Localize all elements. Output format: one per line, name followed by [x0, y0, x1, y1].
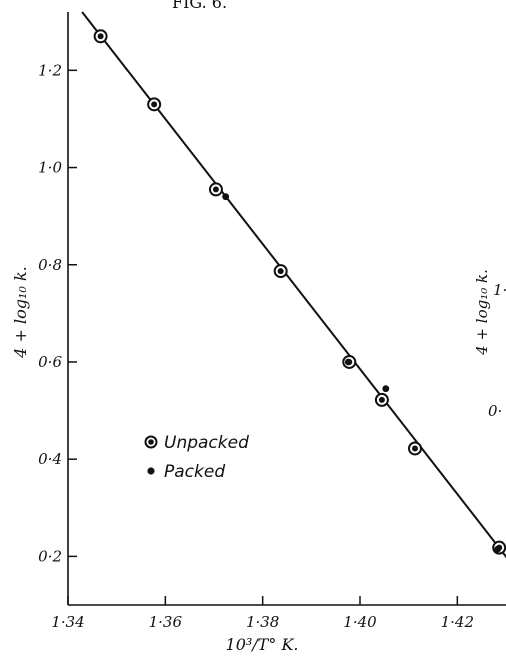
unpacked-point-center [411, 445, 418, 452]
y-tick-label: 0·2 [38, 547, 62, 565]
fit-line [81, 11, 506, 559]
x-tick-label: 1·42 [441, 613, 474, 631]
packed-point [494, 545, 502, 553]
x-axis-label: 10³/T° K. [226, 635, 299, 654]
unpacked-point-center [151, 101, 158, 108]
x-tick-label: 1·34 [51, 613, 84, 631]
packed-point [222, 193, 230, 201]
x-tick-label: 1·36 [149, 613, 183, 631]
packed-point [344, 358, 352, 366]
adjacent-panel-tick-1: 1·0 [493, 281, 506, 299]
unpacked-point-center [212, 186, 219, 193]
y-tick-label: 1·2 [38, 61, 62, 79]
unpacked-point-center [277, 268, 284, 275]
y-tick-label: 0·6 [38, 353, 62, 371]
legend-marker-packed [147, 467, 155, 475]
y-tick-label: 0·8 [38, 256, 62, 274]
adjacent-panel-ylabel: 4 + log₁₀ k. [473, 269, 491, 356]
legend: Unpacked Packed [144, 433, 249, 482]
x-tick-label: 1·38 [246, 613, 279, 631]
y-tick-label: 0·4 [38, 450, 62, 468]
adjacent-panel-tick-2: 0· [488, 402, 502, 420]
y-ticks: 0·2 0·4 0·6 0·8 1·0 1·2 [38, 61, 77, 565]
legend-label-packed: Packed [164, 462, 225, 482]
legend-label-unpacked: Unpacked [164, 433, 249, 453]
data-points [93, 29, 506, 555]
unpacked-point-center [378, 396, 385, 403]
x-ticks: 1·34 1·36 1·38 1·40 1·42 [51, 596, 474, 631]
y-tick-label: 1·0 [38, 159, 62, 177]
figure-number: FIG. 6. [172, 0, 227, 12]
packed-point [382, 385, 390, 393]
adjacent-panel-fragment: 4 + log₁₀ k. 1·0 0· [473, 269, 506, 420]
y-axis-label: 4 + log₁₀ k. [11, 266, 30, 358]
legend-marker-unpacked-dot [148, 439, 154, 445]
unpacked-point-center [97, 33, 104, 40]
x-tick-label: 1·40 [343, 613, 377, 631]
